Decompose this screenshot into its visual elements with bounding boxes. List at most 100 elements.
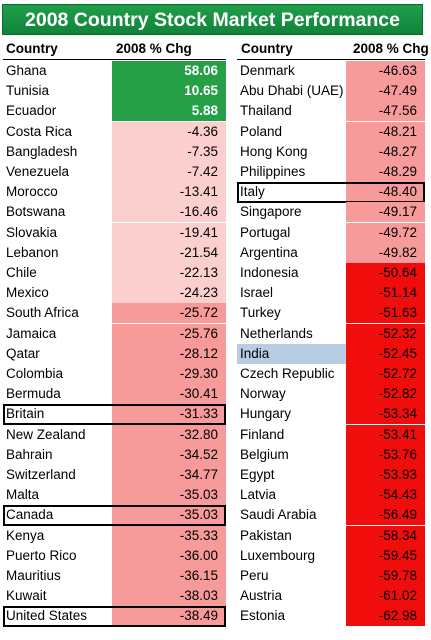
left-country-cell: Bermuda [6, 386, 61, 402]
left-country-cell: Bangladesh [6, 143, 78, 159]
left-change-cell: 58.06 [112, 61, 226, 81]
right-change-cell: -47.49 [346, 81, 425, 102]
right-change-cell: -52.32 [346, 323, 425, 344]
left-country-cell: Slovakia [6, 224, 58, 240]
left-change-cell: 10.65 [112, 81, 226, 102]
left-change-cell: -31.33 [112, 404, 226, 425]
right-country-cell: Belgium [240, 446, 289, 462]
left-country-cell: Kuwait [6, 588, 47, 604]
right-change-cell: -53.41 [346, 424, 425, 445]
right-change-cell: -51.14 [346, 283, 425, 304]
left-change-cell: -36.15 [112, 566, 226, 586]
right-change-cell: -59.45 [346, 545, 425, 566]
right-country-cell: Abu Dhabi (UAE) [240, 83, 344, 99]
right-country-cell: Thailand [240, 103, 292, 119]
right-country-cell: Portugal [240, 224, 291, 240]
left-country-cell: Tunisia [6, 83, 50, 99]
right-country-cell: Philippines [240, 164, 306, 179]
right-country-cell: Indonesia [240, 265, 299, 280]
left-country-cell: Jamaica [6, 325, 57, 341]
left-change-cell: -34.52 [112, 444, 226, 465]
left-header-rule [3, 59, 226, 60]
left-change-cell: -21.54 [112, 242, 226, 263]
right-country-cell: Czech Republic [240, 366, 335, 381]
right-country-cell: Singapore [240, 204, 302, 220]
right-change-cell: -49.82 [346, 242, 425, 263]
right-change-cell: -51.63 [346, 303, 425, 324]
left-change-cell: -30.41 [112, 384, 226, 405]
right-country-cell: Argentina [240, 244, 298, 260]
left-country-cell: Puerto Rico [6, 547, 77, 563]
right-country-header: Country [241, 41, 293, 56]
right-country-cell: Israel [240, 285, 274, 301]
left-change-cell: -35.33 [112, 525, 226, 546]
right-country-cell: Estonia [240, 608, 286, 624]
right-country-cell: Egypt [240, 467, 275, 482]
left-change-cell: -32.80 [112, 424, 226, 445]
right-country-cell: Luxembourg [240, 547, 316, 563]
left-country-cell: Britain [6, 406, 45, 422]
right-change-cell: -52.82 [346, 384, 425, 405]
left-country-cell: United States [6, 608, 88, 624]
right-change-cell: -47.56 [346, 101, 425, 122]
right-country-cell: India [237, 343, 346, 364]
right-country-cell: Pakistan [240, 527, 292, 543]
left-change-cell: -38.49 [112, 606, 226, 627]
left-country-cell: South Africa [6, 305, 79, 321]
right-country-cell: Hungary [240, 406, 292, 422]
right-change-cell: -52.72 [346, 364, 425, 384]
right-change-cell: -48.21 [346, 121, 425, 142]
right-country-cell: Hong Kong [240, 143, 308, 159]
left-change-cell: -7.42 [112, 162, 226, 182]
left-country-cell: Ecuador [6, 103, 57, 119]
left-change-cell: -24.23 [112, 283, 226, 304]
left-change-header: 2008 % Chg [116, 41, 192, 56]
right-country-cell: Saudi Arabia [240, 507, 317, 523]
left-country-cell: Bahrain [6, 446, 53, 462]
right-change-header: 2008 % Chg [353, 41, 429, 56]
left-change-cell: -36.00 [112, 545, 226, 566]
left-change-cell: 5.88 [112, 101, 226, 122]
right-change-cell: -50.64 [346, 263, 425, 283]
left-country-cell: Mexico [6, 285, 49, 301]
left-change-cell: -22.13 [112, 263, 226, 283]
left-country-cell: Canada [6, 507, 54, 523]
left-change-cell: -38.03 [112, 586, 226, 607]
right-change-cell: -48.27 [346, 141, 425, 162]
chart-title: 2008 Country Stock Market Performance [2, 4, 423, 35]
left-country-cell: New Zealand [6, 426, 86, 442]
right-change-cell: -53.34 [346, 404, 425, 425]
right-change-cell: -49.17 [346, 202, 425, 223]
left-change-cell: -35.03 [112, 485, 226, 506]
right-country-cell: Latvia [240, 487, 277, 503]
left-change-cell: -16.46 [112, 202, 226, 223]
right-country-cell: Denmark [240, 63, 295, 78]
left-country-cell: Botswana [6, 204, 66, 220]
right-change-cell: -48.29 [346, 162, 425, 182]
left-country-cell: Venezuela [6, 164, 70, 179]
right-change-cell: -53.93 [346, 465, 425, 485]
left-change-cell: -29.30 [112, 364, 226, 384]
right-country-cell: Netherlands [240, 325, 313, 341]
right-country-cell: Austria [240, 588, 283, 604]
left-country-header: Country [6, 41, 58, 56]
right-country-cell: Norway [240, 386, 286, 402]
left-change-cell: -28.12 [112, 343, 226, 364]
right-country-cell: Turkey [240, 305, 281, 321]
right-country-cell: Italy [240, 184, 265, 200]
left-change-cell: -4.36 [112, 121, 226, 142]
right-change-cell: -53.76 [346, 444, 425, 465]
right-change-cell: -52.45 [346, 343, 425, 364]
right-change-cell: -49.72 [346, 222, 425, 243]
left-change-cell: -34.77 [112, 465, 226, 485]
right-country-cell: Peru [240, 568, 269, 583]
left-country-cell: Chile [6, 265, 37, 280]
left-country-cell: Qatar [6, 345, 40, 361]
right-change-cell: -59.78 [346, 566, 425, 586]
left-change-cell: -7.35 [112, 141, 226, 162]
right-change-cell: -61.02 [346, 586, 425, 607]
right-change-cell: -54.43 [346, 485, 425, 506]
left-country-cell: Colombia [6, 366, 64, 381]
left-country-cell: Kenya [6, 527, 45, 543]
right-change-cell: -56.49 [346, 505, 425, 526]
